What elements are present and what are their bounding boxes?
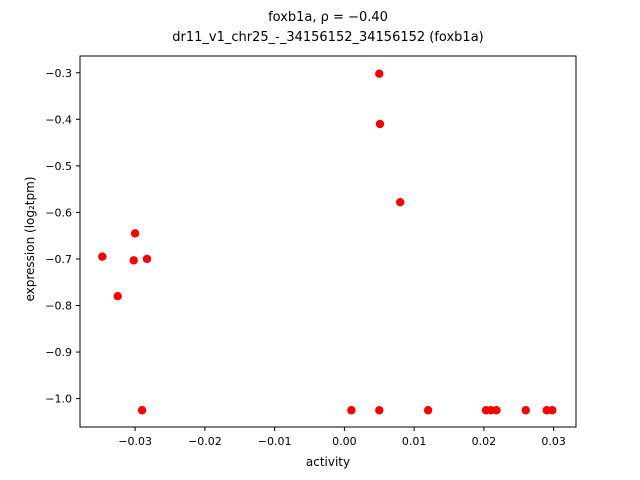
data-point (142, 254, 152, 264)
x-axis-label: activity (305, 455, 351, 469)
y-tick-label: −0.8 (45, 300, 72, 313)
x-tick-label: −0.03 (118, 435, 152, 448)
data-point (129, 256, 138, 265)
data-point (375, 119, 385, 129)
chart-subtitle: dr11_v1_chr25_-_34156152_34156152 (foxb1… (172, 29, 484, 45)
chart-title: foxb1a, ρ = −0.40 (268, 10, 388, 25)
data-point (375, 69, 384, 78)
x-tick-label: 0.01 (402, 435, 427, 448)
y-tick-label: −0.6 (45, 206, 72, 219)
x-tick-label: 0.03 (541, 435, 566, 448)
x-tick-label: −0.01 (258, 435, 292, 448)
data-point (98, 252, 107, 261)
y-tick-label: −0.5 (45, 160, 72, 173)
x-tick-label: 0.02 (472, 435, 497, 448)
data-point (347, 406, 356, 415)
data-point (521, 406, 530, 415)
x-tick-label: 0.00 (332, 435, 357, 448)
data-point (548, 406, 557, 415)
x-tick-label: −0.02 (188, 435, 222, 448)
data-point (137, 406, 147, 415)
chart-title-block: foxb1a, ρ = −0.40 dr11_v1_chr25_-_341561… (80, 8, 576, 47)
data-point (375, 406, 384, 415)
y-tick-label: −1.0 (45, 393, 72, 406)
y-tick-label: −0.3 (45, 67, 72, 80)
y-tick-label: −0.9 (45, 346, 72, 359)
data-point (130, 229, 140, 238)
y-tick-label: −0.7 (45, 253, 72, 266)
axes-frame (79, 55, 577, 428)
y-axis-label: expression (log₂tpm) (23, 176, 37, 302)
y-tick-label: −0.4 (45, 113, 72, 126)
data-point (396, 197, 405, 207)
data-point (492, 406, 501, 415)
data-point (423, 406, 433, 415)
data-point (113, 291, 122, 301)
